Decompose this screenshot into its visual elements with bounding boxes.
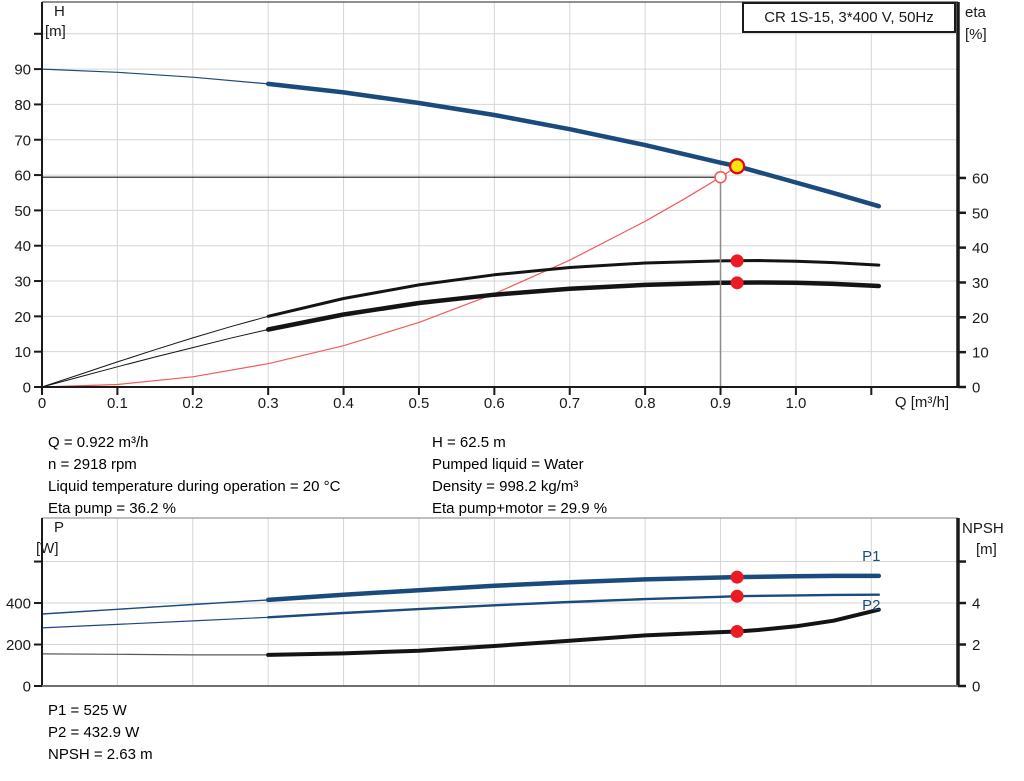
p1-point-marker [730, 570, 744, 584]
p1-curve [41, 599, 269, 615]
power-npsh-data-line-3: NPSH = 2.63 m [48, 746, 153, 763]
power-axis-unit-label: [W] [36, 540, 59, 557]
hq-eta-chart-left-tick-label: 40 [14, 238, 31, 255]
power-npsh-chart-left-tick-label: 400 [6, 596, 31, 613]
hq-eta-chart-right-tick-label: 0 [972, 380, 980, 397]
eta-pump-curve [41, 315, 269, 388]
npsh-axis-unit-label: [m] [976, 541, 997, 558]
hq-eta-chart-left-tick-label: 70 [14, 132, 31, 149]
power-npsh-chart-right-tick-label: 4 [972, 596, 980, 613]
chart-title-box: CR 1S-15, 3*400 V, 50Hz [742, 2, 956, 33]
p2-curve [41, 616, 269, 629]
hq-eta-chart-left-tick-label: 50 [14, 203, 31, 220]
power-axis-quantity-label: P [54, 519, 65, 536]
hq-eta-chart-left-tick-label: 30 [14, 274, 31, 291]
hq-eta-chart-x-tick-label: 0.7 [559, 395, 580, 412]
power-npsh-chart-left-tick-label: 0 [23, 679, 31, 696]
hq-eta-chart-x-tick-label: 1.0 [785, 395, 806, 412]
power-npsh-data-block: P1 = 525 W P2 = 432.9 W NPSH = 2.63 m [48, 700, 153, 766]
power-npsh-chart-right-tick-label: 2 [972, 637, 980, 654]
operating-data-right-line-4: Eta pump+motor = 29.9 % [432, 500, 608, 517]
hq-eta-chart-x-tick-label: 0.2 [182, 395, 203, 412]
operating-data-left-line-4: Eta pump = 36.2 % [48, 500, 176, 517]
eta-pump-motor-curve [41, 329, 269, 388]
npsh-curve [266, 607, 881, 657]
pump-curve [41, 68, 269, 85]
hq-eta-chart-left-tick-label: 80 [14, 97, 31, 114]
npsh-point-marker [730, 624, 744, 638]
operating-data-left-line-3: Liquid temperature during operation = 20… [48, 478, 341, 495]
p2-curve-label: P2 [862, 597, 880, 614]
head-axis-unit-label: [m] [45, 23, 66, 40]
operating-data-right-line-1: H = 62.5 m [432, 434, 506, 451]
power-npsh-data-line-1: P1 = 525 W [48, 702, 127, 719]
hq-eta-chart-x-tick-label: 0 [38, 395, 46, 412]
npsh-curve [41, 653, 269, 656]
hq-eta-chart-left-tick-label: 20 [14, 309, 31, 326]
system-curve [41, 165, 738, 388]
hq-eta-chart-right-tick-label: 60 [972, 170, 989, 187]
hq-eta-chart-x-tick-label: 0.6 [484, 395, 505, 412]
hq-eta-chart-x-tick-label: 0.8 [635, 395, 656, 412]
chart-title: CR 1S-15, 3*400 V, 50Hz [764, 9, 934, 26]
operating-data-right-line-2: Pumped liquid = Water [432, 456, 584, 473]
hq-eta-chart-x-tick-label: 0.4 [333, 395, 354, 412]
hq-eta-chart-x-tick-label: 0.9 [710, 395, 731, 412]
operating-data-right-block: H = 62.5 m Pumped liquid = Water Density =… [432, 432, 607, 520]
hq-eta-chart-left-tick-label: 0 [23, 380, 31, 397]
hq-eta-chart-x-tick-label: 0.3 [258, 395, 279, 412]
npsh-axis-quantity-label: NPSH [962, 520, 1004, 537]
eta-pump-curve [266, 259, 881, 318]
eta-pump-motor-curve [265, 280, 882, 332]
operating-data-right-line-3: Density = 998.2 kg/m³ [432, 478, 579, 495]
duty-point-marker [714, 170, 727, 184]
power-npsh-data-line-2: P2 = 432.9 W [48, 724, 140, 741]
operating-data-left-line-1: Q = 0.922 m³/h [48, 434, 149, 451]
eta-pump-motor-point-marker [730, 276, 744, 290]
hq-eta-chart-right-tick-label: 30 [972, 275, 989, 292]
p1-curve [265, 573, 882, 603]
p2-curve [267, 593, 880, 619]
hq-eta-chart-right-tick-label: 20 [972, 310, 989, 327]
hq-eta-chart-right-tick-label: 10 [972, 345, 989, 362]
hq-eta-chart-left-tick-label: 90 [14, 62, 31, 79]
power-npsh-chart-right-tick-label: 0 [972, 679, 980, 696]
operating-point-marker [729, 158, 746, 175]
eta-axis-quantity-label: eta [965, 4, 986, 21]
eta-axis-unit-label: [%] [965, 26, 987, 43]
hq-eta-chart-left-tick-label: 60 [14, 168, 31, 185]
pump-curve [265, 81, 882, 209]
hq-eta-chart-right-tick-label: 50 [972, 205, 989, 222]
hq-eta-chart-left-tick-label: 10 [14, 344, 31, 361]
eta-pump-point-marker [730, 254, 744, 268]
operating-data-left-block: Q = 0.922 m³/h n = 2918 rpm Liquid tempera… [48, 432, 340, 520]
hq-eta-chart-x-tick-label: 0.1 [107, 395, 128, 412]
flow-axis-label: Q [m³/h] [894, 394, 950, 411]
p2-point-marker [730, 589, 744, 603]
operating-data-left-line-2: n = 2918 rpm [48, 456, 137, 473]
p1-curve-label: P1 [862, 548, 880, 565]
head-axis-quantity-label: H [54, 3, 65, 20]
hq-eta-chart-right-tick-label: 40 [972, 240, 989, 257]
power-npsh-chart-left-tick-label: 200 [6, 637, 31, 654]
hq-eta-chart-x-tick-label: 0.5 [409, 395, 430, 412]
